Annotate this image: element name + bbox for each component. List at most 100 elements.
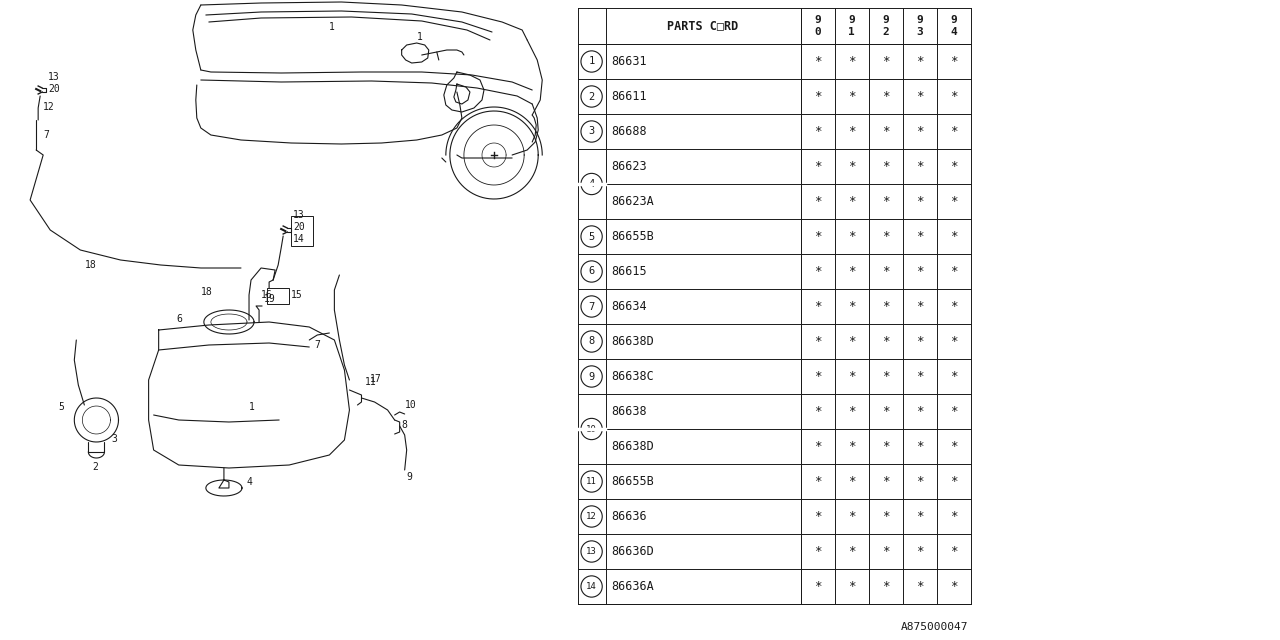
Text: *: * bbox=[814, 265, 822, 278]
Text: *: * bbox=[814, 545, 822, 558]
Text: 86638D: 86638D bbox=[612, 335, 654, 348]
Text: *: * bbox=[882, 300, 890, 313]
Text: *: * bbox=[916, 335, 923, 348]
Text: 14: 14 bbox=[293, 234, 305, 244]
Text: *: * bbox=[847, 230, 855, 243]
Text: *: * bbox=[882, 335, 890, 348]
Text: *: * bbox=[882, 125, 890, 138]
Text: 86638C: 86638C bbox=[612, 370, 654, 383]
Text: *: * bbox=[916, 580, 923, 593]
Text: 86655B: 86655B bbox=[612, 230, 654, 243]
Text: 9
1: 9 1 bbox=[849, 15, 855, 36]
Text: 3: 3 bbox=[111, 434, 118, 444]
Text: 6: 6 bbox=[177, 314, 183, 324]
Text: *: * bbox=[847, 545, 855, 558]
Text: 19: 19 bbox=[264, 294, 275, 304]
Text: 7: 7 bbox=[315, 340, 320, 350]
Text: 13: 13 bbox=[586, 547, 596, 556]
Text: *: * bbox=[916, 160, 923, 173]
Text: 9: 9 bbox=[407, 472, 412, 482]
Text: *: * bbox=[882, 510, 890, 523]
Text: 12: 12 bbox=[586, 512, 596, 521]
Text: *: * bbox=[814, 230, 822, 243]
Text: 1: 1 bbox=[417, 32, 422, 42]
Text: *: * bbox=[916, 125, 923, 138]
Text: *: * bbox=[847, 300, 855, 313]
Text: 20: 20 bbox=[49, 84, 60, 94]
Text: *: * bbox=[916, 265, 923, 278]
Text: *: * bbox=[916, 405, 923, 418]
Text: 13: 13 bbox=[293, 210, 305, 220]
Text: *: * bbox=[882, 440, 890, 453]
Text: *: * bbox=[847, 265, 855, 278]
Text: *: * bbox=[950, 510, 957, 523]
Text: 7: 7 bbox=[589, 301, 595, 312]
Text: *: * bbox=[847, 160, 855, 173]
Text: *: * bbox=[847, 580, 855, 593]
Text: *: * bbox=[950, 405, 957, 418]
Text: 86631: 86631 bbox=[612, 55, 648, 68]
Text: *: * bbox=[916, 300, 923, 313]
Text: 10: 10 bbox=[404, 400, 416, 410]
Text: 86634: 86634 bbox=[612, 300, 648, 313]
Text: *: * bbox=[950, 160, 957, 173]
Text: 86655B: 86655B bbox=[612, 475, 654, 488]
Text: 17: 17 bbox=[370, 374, 381, 384]
Text: *: * bbox=[882, 55, 890, 68]
Text: *: * bbox=[847, 475, 855, 488]
Text: 3: 3 bbox=[589, 127, 595, 136]
Bar bbox=[268, 288, 289, 304]
Text: 86611: 86611 bbox=[612, 90, 648, 103]
Text: *: * bbox=[950, 195, 957, 208]
Text: 4: 4 bbox=[589, 179, 595, 189]
Text: *: * bbox=[882, 370, 890, 383]
Text: *: * bbox=[950, 580, 957, 593]
Text: *: * bbox=[814, 405, 822, 418]
Text: 9
4: 9 4 bbox=[950, 15, 957, 36]
Text: 18: 18 bbox=[86, 260, 97, 270]
Text: *: * bbox=[847, 405, 855, 418]
Text: 2: 2 bbox=[92, 462, 99, 472]
Text: 1: 1 bbox=[589, 56, 595, 67]
Text: 6: 6 bbox=[589, 266, 595, 276]
Text: *: * bbox=[882, 405, 890, 418]
Text: *: * bbox=[916, 230, 923, 243]
Text: *: * bbox=[814, 55, 822, 68]
Text: A875000047: A875000047 bbox=[901, 622, 969, 632]
Text: 86638D: 86638D bbox=[612, 440, 654, 453]
Text: 10: 10 bbox=[586, 424, 596, 433]
Text: *: * bbox=[847, 195, 855, 208]
Text: *: * bbox=[814, 580, 822, 593]
Text: *: * bbox=[950, 90, 957, 103]
Text: *: * bbox=[847, 510, 855, 523]
Text: *: * bbox=[916, 545, 923, 558]
Text: *: * bbox=[882, 90, 890, 103]
Text: *: * bbox=[814, 90, 822, 103]
Text: 8: 8 bbox=[589, 337, 595, 346]
Text: 86636: 86636 bbox=[612, 510, 648, 523]
Text: *: * bbox=[847, 440, 855, 453]
Text: *: * bbox=[814, 125, 822, 138]
Text: 86636D: 86636D bbox=[612, 545, 654, 558]
Text: 11: 11 bbox=[365, 377, 376, 387]
Text: *: * bbox=[882, 475, 890, 488]
Text: 86688: 86688 bbox=[612, 125, 648, 138]
Text: 5: 5 bbox=[59, 402, 64, 412]
Text: *: * bbox=[916, 440, 923, 453]
Text: *: * bbox=[847, 370, 855, 383]
Text: 14: 14 bbox=[586, 582, 596, 591]
Text: *: * bbox=[847, 90, 855, 103]
Text: 11: 11 bbox=[586, 477, 596, 486]
Text: 8: 8 bbox=[402, 420, 407, 430]
Text: *: * bbox=[950, 125, 957, 138]
Text: 86615: 86615 bbox=[612, 265, 648, 278]
Text: *: * bbox=[814, 300, 822, 313]
Text: 1: 1 bbox=[250, 402, 255, 412]
Text: 12: 12 bbox=[44, 102, 55, 112]
Text: *: * bbox=[847, 55, 855, 68]
Text: *: * bbox=[950, 475, 957, 488]
Text: *: * bbox=[916, 370, 923, 383]
Text: *: * bbox=[847, 335, 855, 348]
Text: 20: 20 bbox=[293, 222, 305, 232]
Text: *: * bbox=[882, 265, 890, 278]
